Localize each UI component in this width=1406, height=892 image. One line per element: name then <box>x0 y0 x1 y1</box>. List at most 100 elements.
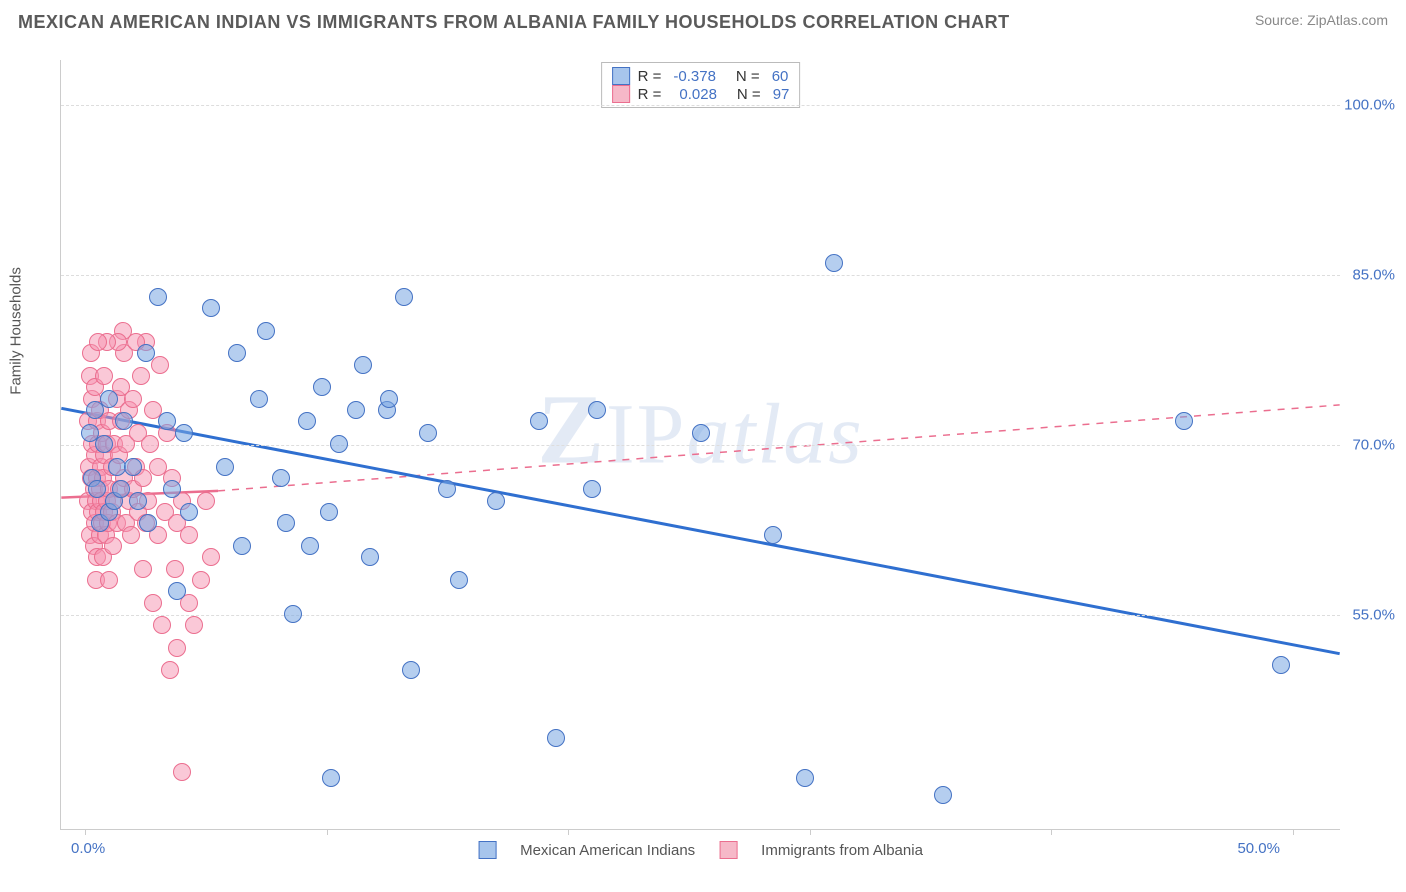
scatter-point <box>89 333 107 351</box>
scatter-point <box>124 390 142 408</box>
scatter-point <box>151 356 169 374</box>
scatter-point <box>530 412 548 430</box>
scatter-point <box>166 560 184 578</box>
scatter-point <box>95 435 113 453</box>
grid-line <box>61 615 1340 616</box>
chart-container: Family Households ZIPatlas R = -0.378 N … <box>50 60 1390 840</box>
scatter-point <box>272 469 290 487</box>
scatter-point <box>88 480 106 498</box>
grid-line <box>61 445 1340 446</box>
scatter-point <box>108 458 126 476</box>
scatter-point <box>588 401 606 419</box>
scatter-point <box>380 390 398 408</box>
scatter-point <box>129 492 147 510</box>
scatter-point <box>298 412 316 430</box>
scatter-point <box>137 344 155 362</box>
x-tick <box>1051 829 1052 835</box>
scatter-point <box>95 367 113 385</box>
scatter-point <box>173 763 191 781</box>
plot-area: ZIPatlas R = -0.378 N = 60 R = 0.028 N =… <box>60 60 1340 830</box>
swatch-pink <box>612 85 630 103</box>
scatter-point <box>153 616 171 634</box>
legend-top: R = -0.378 N = 60 R = 0.028 N = 97 <box>601 62 801 108</box>
scatter-point <box>692 424 710 442</box>
scatter-point <box>161 661 179 679</box>
scatter-point <box>112 480 130 498</box>
scatter-point <box>330 435 348 453</box>
legend-row-blue: R = -0.378 N = 60 <box>612 67 790 85</box>
n-label: N = <box>737 86 761 103</box>
series-label-blue: Mexican American Indians <box>520 842 695 859</box>
r-val-pink: 0.028 <box>679 86 717 103</box>
scatter-point <box>583 480 601 498</box>
scatter-point <box>233 537 251 555</box>
swatch-blue <box>612 67 630 85</box>
scatter-point <box>320 503 338 521</box>
scatter-point <box>347 401 365 419</box>
n-label: N = <box>736 68 760 85</box>
scatter-point <box>764 526 782 544</box>
scatter-point <box>202 548 220 566</box>
y-tick-label: 100.0% <box>1344 97 1395 114</box>
scatter-point <box>132 367 150 385</box>
scatter-point <box>139 514 157 532</box>
scatter-point <box>202 299 220 317</box>
scatter-point <box>149 288 167 306</box>
scatter-point <box>115 412 133 430</box>
n-val-pink: 97 <box>773 86 790 103</box>
grid-line <box>61 105 1340 106</box>
scatter-point <box>796 769 814 787</box>
x-tick <box>85 829 86 835</box>
scatter-point <box>124 458 142 476</box>
scatter-point <box>284 605 302 623</box>
scatter-point <box>168 639 186 657</box>
scatter-point <box>144 594 162 612</box>
scatter-point <box>354 356 372 374</box>
scatter-point <box>168 582 186 600</box>
scatter-point <box>277 514 295 532</box>
scatter-point <box>825 254 843 272</box>
scatter-point <box>228 344 246 362</box>
scatter-point <box>257 322 275 340</box>
y-tick-label: 85.0% <box>1352 267 1395 284</box>
scatter-point <box>104 537 122 555</box>
scatter-point <box>1272 656 1290 674</box>
swatch-blue <box>478 841 496 859</box>
x-tick <box>810 829 811 835</box>
n-val-blue: 60 <box>772 68 789 85</box>
y-tick-label: 55.0% <box>1352 606 1395 623</box>
series-label-pink: Immigrants from Albania <box>761 842 923 859</box>
scatter-point <box>395 288 413 306</box>
swatch-pink <box>719 841 737 859</box>
scatter-point <box>301 537 319 555</box>
scatter-point <box>419 424 437 442</box>
scatter-point <box>180 526 198 544</box>
scatter-point <box>192 571 210 589</box>
scatter-point <box>250 390 268 408</box>
scatter-point <box>100 571 118 589</box>
r-label: R = <box>638 86 662 103</box>
scatter-point <box>175 424 193 442</box>
scatter-point <box>180 503 198 521</box>
scatter-point <box>185 616 203 634</box>
chart-title: MEXICAN AMERICAN INDIAN VS IMMIGRANTS FR… <box>18 12 1010 33</box>
source-label: Source: ZipAtlas.com <box>1255 12 1388 28</box>
x-label-min: 0.0% <box>71 840 105 857</box>
scatter-point <box>322 769 340 787</box>
scatter-point <box>141 435 159 453</box>
scatter-point <box>487 492 505 510</box>
y-tick-label: 70.0% <box>1352 437 1395 454</box>
legend-row-pink: R = 0.028 N = 97 <box>612 85 790 103</box>
scatter-point <box>158 412 176 430</box>
scatter-point <box>402 661 420 679</box>
scatter-point <box>934 786 952 804</box>
legend-bottom: Mexican American Indians Immigrants from… <box>478 841 923 859</box>
x-tick <box>327 829 328 835</box>
scatter-point <box>197 492 215 510</box>
r-label: R = <box>638 68 662 85</box>
scatter-point <box>216 458 234 476</box>
x-tick <box>568 829 569 835</box>
scatter-point <box>163 480 181 498</box>
grid-line <box>61 275 1340 276</box>
scatter-point <box>1175 412 1193 430</box>
